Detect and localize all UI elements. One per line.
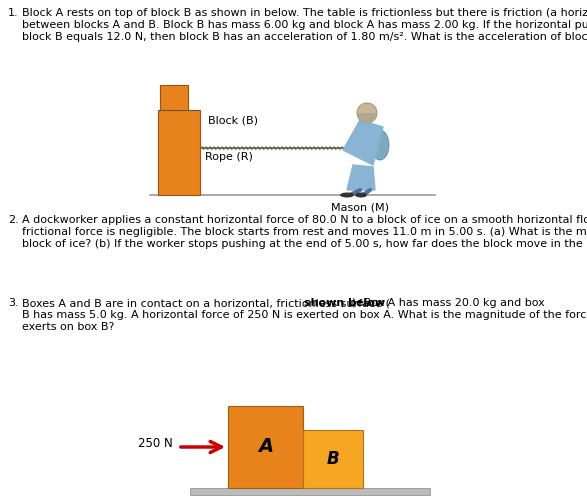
Wedge shape (357, 113, 377, 123)
Bar (228, 406, 303, 488)
Text: Block (B): Block (B) (208, 115, 258, 125)
Text: block B equals 12.0 N, then block B has an acceleration of 1.80 m/s². What is th: block B equals 12.0 N, then block B has … (22, 32, 587, 42)
Text: A dockworker applies a constant horizontal force of 80.0 N to a block of ice on : A dockworker applies a constant horizont… (22, 215, 587, 225)
Text: 3.: 3. (8, 298, 19, 308)
Polygon shape (343, 120, 383, 165)
Ellipse shape (340, 192, 354, 197)
Polygon shape (347, 165, 375, 190)
Text: A: A (258, 437, 273, 456)
Bar (303, 430, 363, 488)
Text: Block A rests on top of block B as shown in below. The table is frictionless but: Block A rests on top of block B as shown… (22, 8, 587, 18)
Text: B has mass 5.0 kg. A horizontal force of 250 N is exerted on box A. What is the : B has mass 5.0 kg. A horizontal force of… (22, 310, 587, 320)
Circle shape (357, 103, 377, 123)
Text: Boxes A and B are in contact on a horizontal, frictionless surface (: Boxes A and B are in contact on a horizo… (22, 298, 390, 308)
Text: B: B (327, 450, 339, 468)
Text: 250 N: 250 N (139, 437, 173, 450)
Text: ). Box A has mass 20.0 kg and box: ). Box A has mass 20.0 kg and box (352, 298, 545, 308)
Text: 1.: 1. (8, 8, 19, 18)
Text: Rope (R): Rope (R) (205, 152, 253, 162)
Bar (158, 110, 200, 195)
Text: Mason (M): Mason (M) (331, 203, 389, 213)
Text: exerts on box B?: exerts on box B? (22, 322, 114, 332)
Bar (160, 85, 188, 110)
Text: 2.: 2. (8, 215, 19, 225)
Text: frictional force is negligible. The block starts from rest and moves 11.0 m in 5: frictional force is negligible. The bloc… (22, 227, 587, 237)
Bar (190, 488, 430, 495)
Text: block of ice? (b) If the worker stops pushing at the end of 5.00 s, how far does: block of ice? (b) If the worker stops pu… (22, 239, 587, 249)
Text: between blocks A and B. Block B has mass 6.00 kg and block A has mass 2.00 kg. I: between blocks A and B. Block B has mass… (22, 20, 587, 30)
Ellipse shape (355, 192, 367, 197)
Text: shown below: shown below (304, 298, 385, 308)
Ellipse shape (371, 130, 389, 160)
